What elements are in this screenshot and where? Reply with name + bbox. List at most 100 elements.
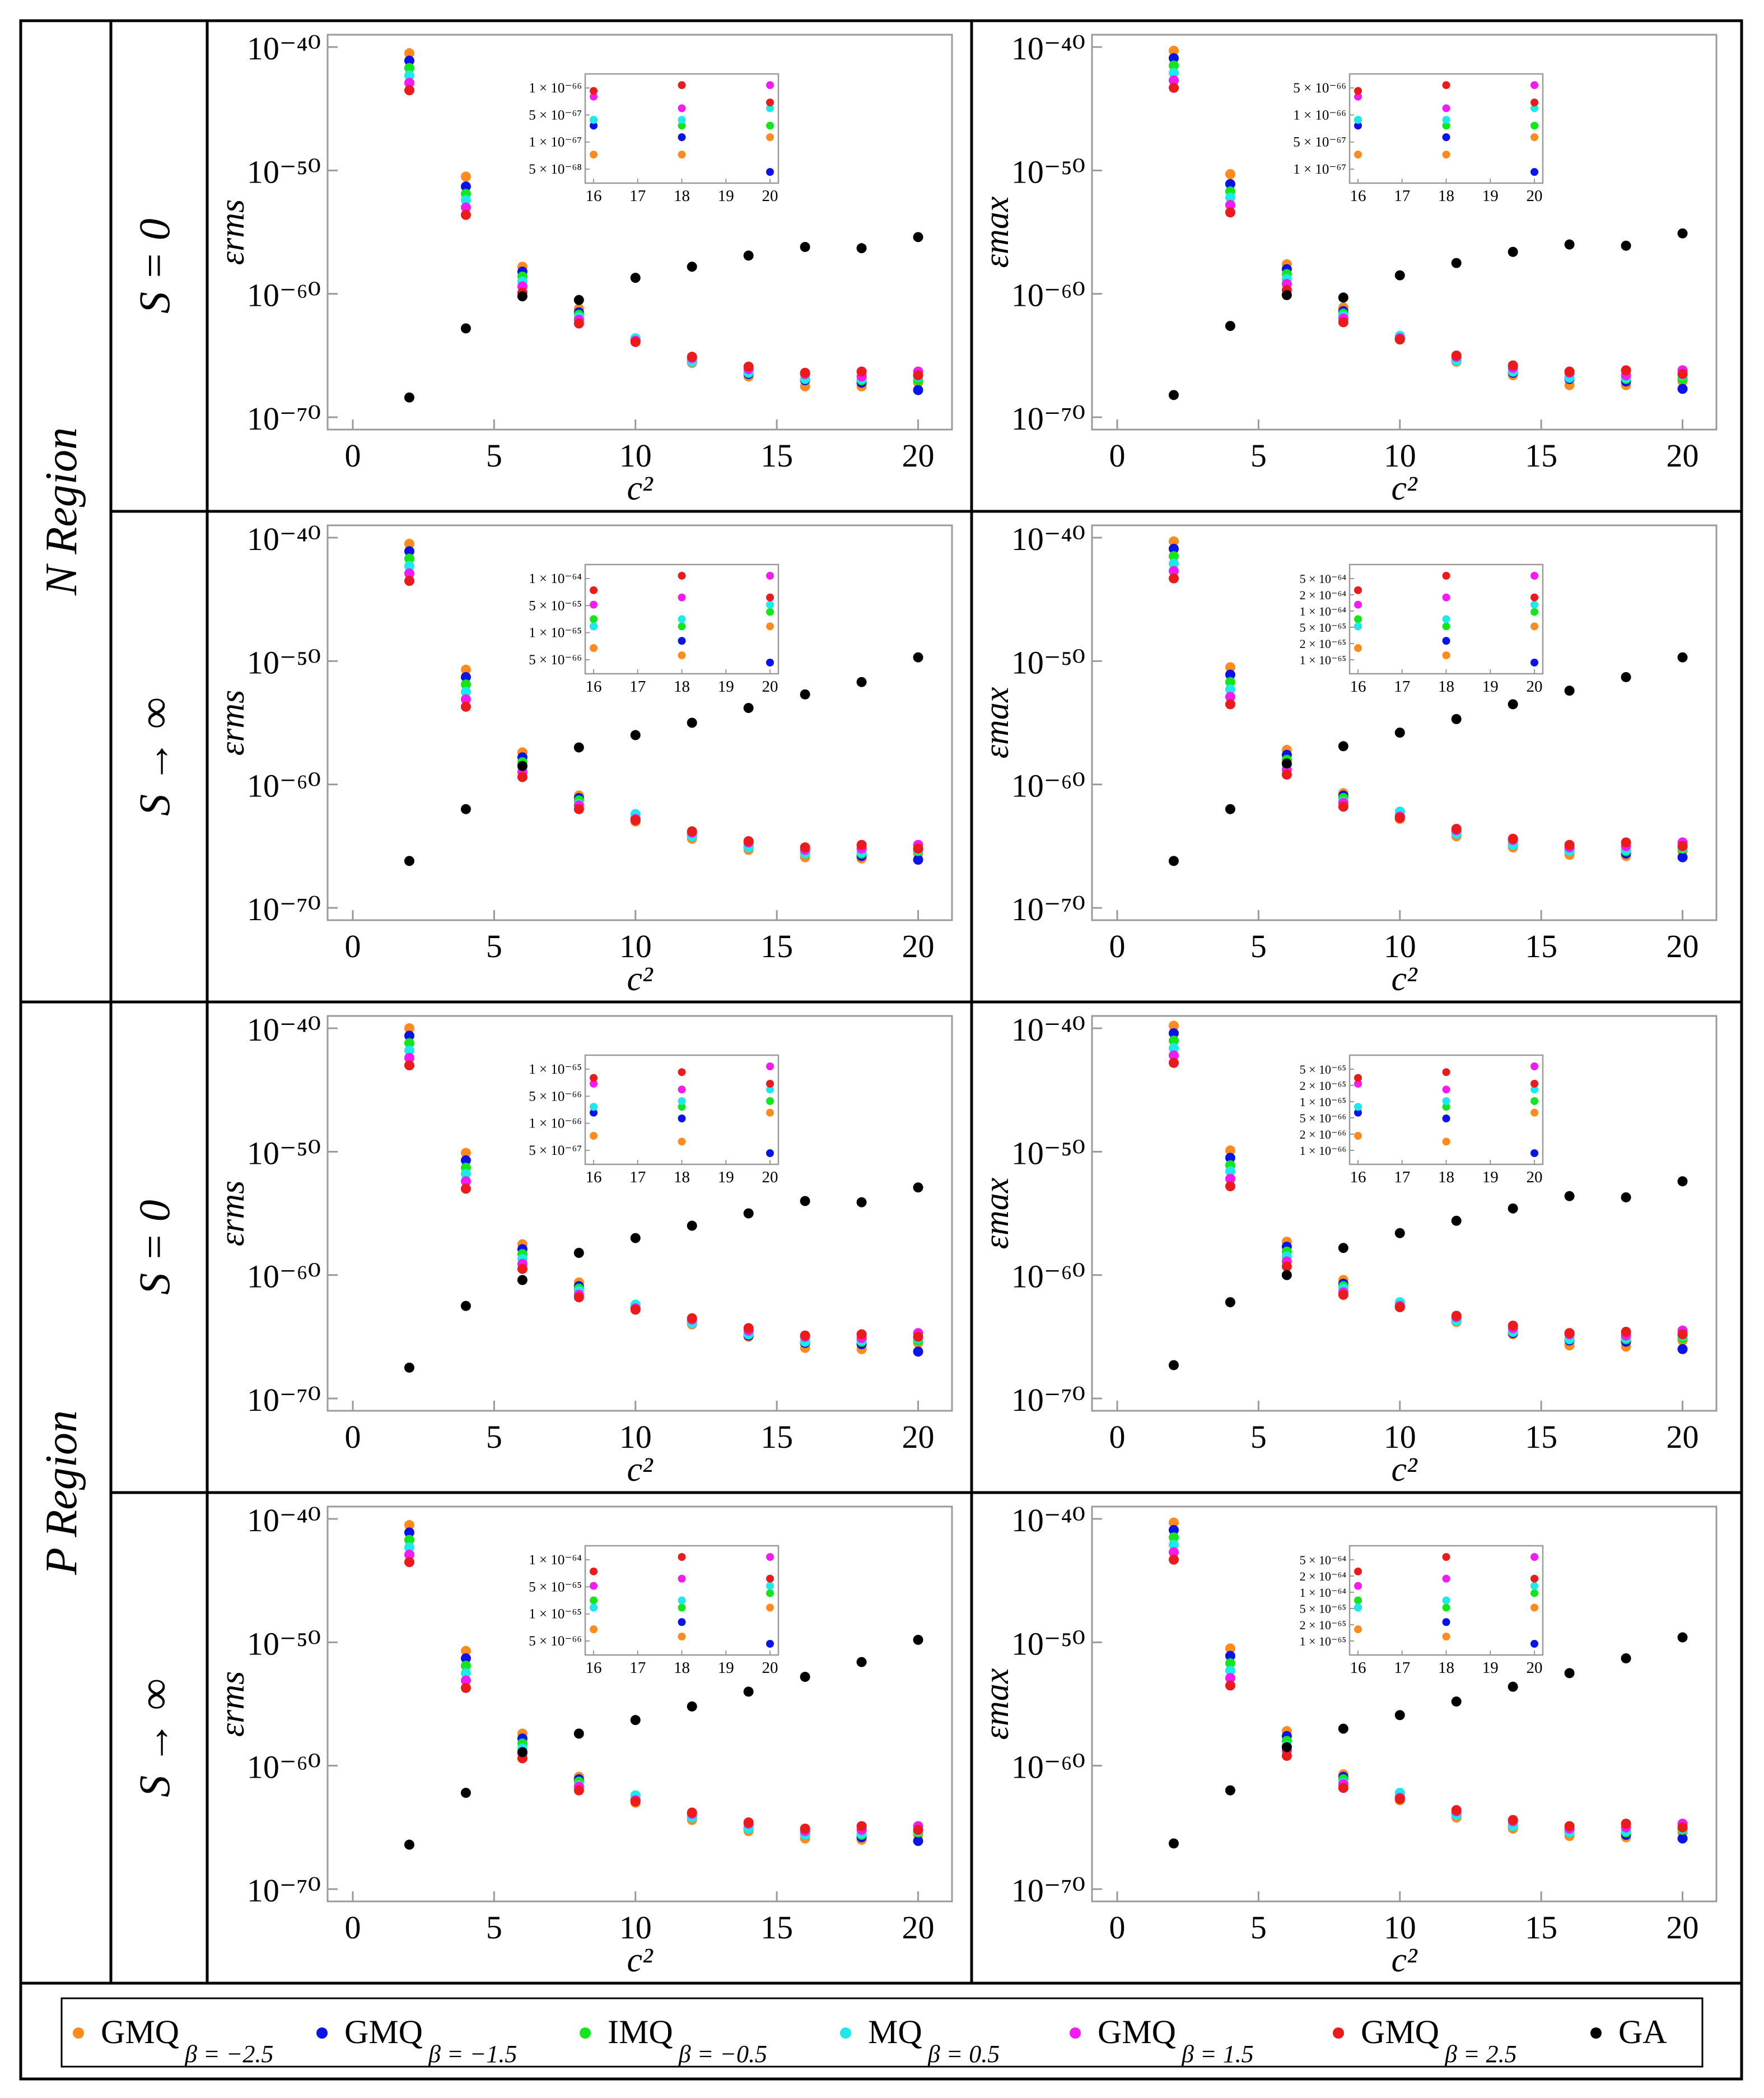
data-point	[404, 1839, 414, 1850]
inset-data-point	[766, 1149, 774, 1157]
data-point	[1168, 390, 1179, 400]
inset-y-tick-label: 1 × 10⁻⁶⁷	[1293, 162, 1346, 177]
data-point	[1564, 239, 1575, 250]
inset-data-point	[766, 81, 774, 89]
y-tick-label: 10⁻⁶⁰	[1011, 768, 1085, 804]
data-point	[404, 1520, 414, 1531]
data-point	[800, 1330, 810, 1341]
inset-data-point	[1530, 1062, 1538, 1070]
inset-y-tick-label: 1 × 10⁻⁶⁴	[1300, 604, 1347, 618]
inset-data-point	[678, 572, 686, 580]
data-point	[1168, 566, 1179, 576]
inset-x-tick-label: 16	[586, 678, 602, 696]
inset-data-point	[590, 87, 598, 95]
inset-x-tick-label: 16	[586, 1659, 602, 1677]
legend-marker	[1333, 2027, 1344, 2039]
x-tick-label: 15	[1525, 437, 1557, 474]
inset-data-point	[590, 1596, 598, 1605]
inset-x-tick-label: 20	[762, 1168, 778, 1186]
data-point	[1225, 200, 1235, 211]
inset-x-tick-label: 16	[1350, 1168, 1366, 1186]
inset-y-tick-label: 1 × 10⁻⁶⁶	[529, 1116, 582, 1131]
data-point	[1281, 1742, 1292, 1752]
inset-x-tick-label: 19	[718, 1659, 734, 1677]
data-point	[687, 1313, 697, 1323]
x-tick-label: 15	[760, 928, 793, 964]
inset-x-tick-label: 19	[718, 1168, 734, 1186]
inset-data-point	[1530, 168, 1538, 176]
inset-y-tick-label: 5 × 10⁻⁶⁶	[1300, 1111, 1346, 1125]
inset-data-point	[1530, 1108, 1538, 1117]
data-point	[460, 1661, 471, 1671]
data-point	[1168, 1547, 1179, 1558]
y-axis-label: εmax	[978, 687, 1016, 758]
outer-border	[19, 19, 1743, 2081]
data-point	[800, 1196, 810, 1206]
data-point	[1338, 317, 1348, 328]
inset-data-point	[678, 116, 686, 124]
inset-data-point	[766, 1574, 774, 1583]
data-point	[743, 703, 754, 714]
data-point	[460, 701, 471, 712]
inset-data-point	[1530, 1080, 1538, 1088]
data-point	[1225, 1643, 1235, 1654]
inset-data-point	[678, 81, 686, 89]
inset-data-point	[1530, 1097, 1538, 1105]
s-value-label: S → ∞	[130, 697, 179, 816]
y-tick-label: 10⁻⁴⁰	[247, 1502, 321, 1538]
data-point	[573, 1248, 584, 1258]
inset-data-point	[678, 1633, 686, 1641]
inset-data-point	[678, 1618, 686, 1626]
legend-sublabel: β = 0.5	[927, 2040, 1000, 2068]
inset-data-point	[590, 1625, 598, 1634]
data-point	[1225, 1145, 1235, 1156]
data-point	[517, 761, 528, 771]
inset-x-tick-label: 19	[1482, 678, 1499, 696]
inset-y-tick-label: 5 × 10⁻⁶⁴	[1300, 1553, 1347, 1567]
data-point	[1225, 677, 1235, 687]
data-point	[630, 337, 641, 347]
data-point	[1225, 192, 1235, 203]
x-axis-label: c²	[1391, 1941, 1418, 1979]
legend-label: MQ	[868, 2013, 922, 2050]
inset-y-tick-label: 5 × 10⁻⁶⁷	[1293, 135, 1346, 150]
data-point	[1508, 1320, 1518, 1331]
y-tick-label: 10⁻⁵⁰	[1011, 1625, 1085, 1662]
inset-y-tick-label: 5 × 10⁻⁶⁷	[529, 1143, 582, 1158]
inset-data-point	[1442, 1553, 1450, 1561]
data-point	[460, 679, 471, 690]
inset-y-tick-label: 5 × 10⁻⁶⁴	[1300, 572, 1347, 586]
inset-data-point	[1354, 1103, 1362, 1111]
x-tick-label: 5	[486, 1909, 502, 1946]
inset-data-point	[590, 1132, 598, 1140]
inset-data-point	[766, 608, 774, 616]
data-point	[630, 273, 641, 283]
inset-y-tick-label: 5 × 10⁻⁶⁶	[529, 652, 582, 668]
inset-data-point	[1442, 1137, 1450, 1146]
inset-y-tick-label: 5 × 10⁻⁶⁵	[1300, 1602, 1346, 1616]
data-point	[856, 243, 867, 254]
data-point	[630, 1715, 641, 1726]
data-point	[404, 553, 414, 564]
inset-data-point	[590, 92, 598, 101]
data-point	[460, 672, 471, 682]
inset-data-point	[1530, 81, 1538, 89]
y-tick-label: 10⁻⁷⁰	[247, 891, 321, 927]
legend-marker	[580, 2027, 591, 2039]
data-point	[743, 1323, 754, 1334]
inset-data-point	[1442, 1618, 1450, 1626]
inset-data-point	[1354, 87, 1362, 95]
legend-label: GMQ	[344, 2013, 423, 2050]
data-point	[1621, 1653, 1631, 1663]
data-point	[913, 370, 923, 381]
data-point	[1677, 1833, 1688, 1844]
inset-data-point	[1354, 122, 1362, 130]
inset-data-point	[1530, 1574, 1538, 1583]
inset-data-point	[590, 1080, 598, 1088]
data-point	[404, 1527, 414, 1538]
data-point	[1225, 1666, 1235, 1676]
x-tick-label: 10	[619, 437, 652, 474]
inset-data-point	[1354, 1132, 1362, 1140]
x-axis-label: c²	[627, 1941, 654, 1979]
inset-data-point	[590, 1582, 598, 1590]
